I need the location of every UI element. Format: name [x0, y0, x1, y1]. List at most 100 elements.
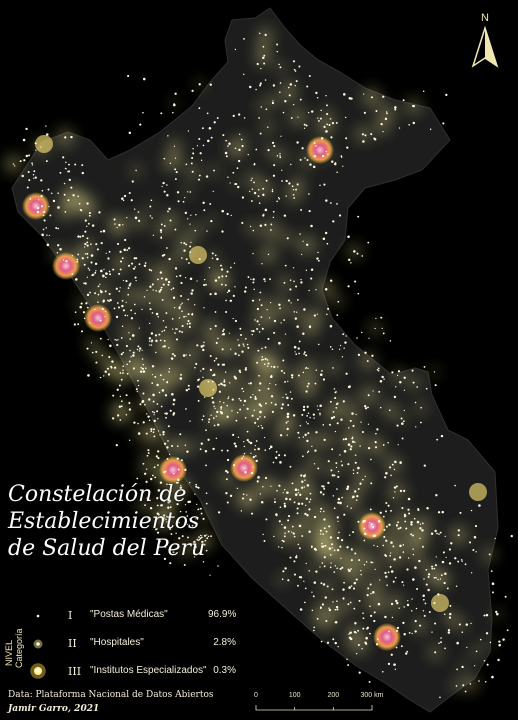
facility-dot [243, 345, 245, 347]
facility-dot [45, 133, 49, 136]
facility-dot [205, 492, 208, 495]
facility-dot [458, 623, 461, 626]
facility-dot [334, 608, 337, 611]
facility-dot [498, 643, 501, 647]
facility-dot [90, 254, 94, 257]
facility-dot [40, 194, 43, 198]
facility-dot [275, 513, 278, 516]
facility-dot [465, 623, 469, 626]
facility-dot [384, 554, 387, 557]
facility-dot [150, 199, 153, 202]
facility-dot [168, 257, 171, 261]
facility-dot [441, 560, 445, 564]
facility-dot [437, 511, 441, 514]
facility-dot [347, 664, 350, 666]
facility-dot [423, 464, 426, 467]
facility-dot [157, 430, 160, 432]
facility-dot [301, 486, 304, 489]
facility-dot [244, 286, 247, 289]
facility-dot [254, 395, 257, 398]
facility-dot [134, 266, 137, 268]
facility-dot [237, 344, 241, 347]
facility-dot [439, 531, 442, 534]
facility-dot [293, 311, 296, 313]
facility-dot [323, 527, 326, 530]
facility-dot [382, 130, 384, 133]
facility-dot [258, 403, 262, 406]
facility-dot [234, 48, 237, 51]
facility-dot [48, 205, 50, 208]
facility-dot [132, 354, 135, 357]
facility-dot [308, 508, 311, 511]
facility-dot [255, 148, 258, 151]
facility-dot [457, 529, 461, 532]
facility-dot [419, 523, 422, 525]
facility-dot [375, 317, 377, 320]
facility-dot [202, 367, 205, 370]
facility-dot [270, 223, 273, 226]
facility-dot [160, 405, 163, 408]
facility-dot [414, 620, 417, 623]
facility-dot [316, 257, 319, 260]
facility-dot [119, 419, 122, 421]
facility-dot [138, 263, 141, 266]
facility-dot [357, 644, 360, 647]
hospital-glow [199, 379, 217, 397]
facility-dot [292, 104, 295, 106]
facility-dot [86, 241, 89, 244]
facility-dot [153, 435, 156, 438]
facility-dot [71, 273, 74, 275]
facility-dot [278, 197, 281, 200]
facility-dot [130, 356, 132, 358]
facility-dot [108, 293, 111, 296]
facility-dot [349, 448, 352, 451]
facility-dot [347, 235, 350, 238]
facility-dot [303, 123, 306, 126]
facility-dot [197, 486, 200, 489]
facility-dot [273, 500, 276, 504]
facility-dot [84, 242, 87, 246]
facility-dot [407, 497, 411, 501]
facility-dot [243, 290, 247, 293]
facility-dot [263, 416, 266, 418]
facility-dot [201, 540, 204, 544]
facility-dot [289, 465, 292, 468]
facility-dot [217, 276, 221, 279]
facility-dot [346, 485, 350, 488]
facility-dot [28, 179, 31, 182]
facility-dot [246, 343, 249, 346]
facility-dot [320, 640, 323, 643]
facility-dot [129, 282, 132, 285]
facility-dot [402, 621, 405, 625]
facility-dot [443, 581, 446, 585]
facility-dot [223, 379, 226, 381]
facility-dot [367, 394, 370, 397]
facility-dot [357, 629, 360, 632]
facility-dot [209, 203, 212, 205]
facility-dot [142, 462, 145, 465]
facility-dot [261, 427, 264, 429]
facility-dot [193, 556, 196, 558]
facility-dot [147, 415, 150, 418]
facility-dot [178, 330, 181, 333]
facility-dot [368, 337, 370, 339]
facility-dot [408, 631, 411, 634]
facility-dot [222, 134, 225, 137]
facility-dot [250, 452, 252, 454]
facility-dot [239, 399, 242, 402]
facility-dot [351, 440, 355, 443]
facility-dot [155, 455, 158, 458]
facility-dot [171, 353, 175, 356]
facility-dot [90, 342, 93, 344]
facility-dot [390, 541, 393, 544]
facility-dot [282, 540, 285, 543]
facility-dot [187, 384, 190, 387]
facility-dot [297, 543, 299, 546]
facility-dot [150, 428, 153, 431]
facility-dot [434, 651, 437, 654]
facility-dot [305, 367, 307, 370]
facility-dot [212, 389, 215, 391]
facility-dot [163, 190, 166, 193]
facility-dot [383, 528, 386, 531]
facility-dot [313, 142, 316, 144]
